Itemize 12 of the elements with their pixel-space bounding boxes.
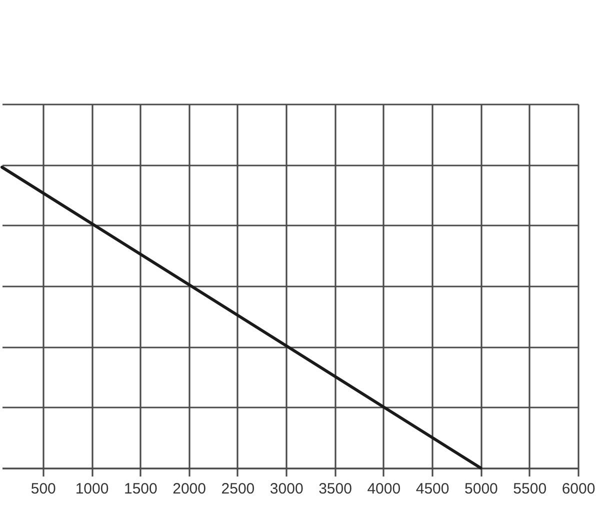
x-tick-label: 1000 (75, 480, 109, 498)
x-tick-label: 2500 (221, 480, 255, 498)
x-tick-label: 5000 (464, 480, 498, 498)
x-tick-label: 3500 (318, 480, 352, 498)
x-tick-label: 4000 (367, 480, 401, 498)
x-tick-label: 3000 (270, 480, 304, 498)
x-tick-label: 4500 (416, 480, 450, 498)
x-tick-label: 500 (30, 480, 56, 498)
x-tick-label: 1500 (124, 480, 158, 498)
x-tick-label: 2000 (172, 480, 206, 498)
x-tick-label: 6000 (562, 480, 596, 498)
x-tick-label: 5500 (513, 480, 547, 498)
